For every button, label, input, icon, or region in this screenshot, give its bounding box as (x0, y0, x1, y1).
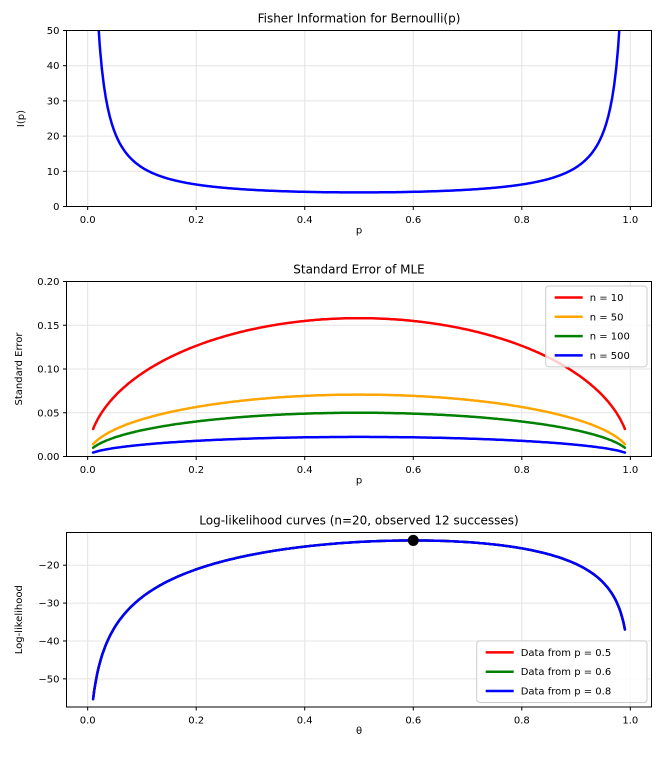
legend-label: Data from p = 0.8 (521, 687, 612, 698)
x-tick-label: 0.2 (188, 465, 204, 476)
plot-area-log-likelihood: 0.0 0.2 0.4 0.6 0.8 1.0 −50 −40 −30 −20 Data from … (38, 532, 652, 727)
x-tick-label: 0.6 (405, 465, 421, 476)
mle-marker (407, 534, 419, 546)
y-axis-label: I(p) (16, 110, 27, 127)
y-tick-label: 0.05 (37, 408, 59, 419)
x-tick-label: 0.0 (80, 215, 96, 226)
plot-area-fisher-information: 0.0 0.2 0.4 0.6 0.8 1.0 0 10 20 30 40 50 (47, 26, 652, 226)
legend-label: n = 100 (590, 332, 630, 343)
y-axis-label: Log-likelihood (14, 585, 25, 654)
legend-label: n = 10 (590, 293, 624, 304)
y-tick-label: 50 (47, 26, 60, 37)
y-tick-label: 0 (53, 202, 59, 213)
y-tick-label: −30 (38, 599, 59, 610)
series-line (91, 411, 627, 450)
x-tick-label: 0.6 (405, 215, 421, 226)
x-tick-label: 1.0 (622, 716, 638, 727)
x-tick-label: 0.8 (514, 716, 530, 727)
x-tick-label: 0.4 (297, 716, 313, 727)
series-line (91, 316, 627, 431)
x-tick-label: 0.6 (405, 716, 421, 727)
legend-box (545, 285, 648, 368)
legend-label: Data from p = 0.6 (521, 667, 612, 678)
x-tick-label: 0.4 (297, 215, 313, 226)
x-axis-label: θ (356, 726, 362, 737)
y-tick-label: 0.00 (37, 452, 59, 463)
x-tick-label: 1.0 (622, 465, 638, 476)
chart-title: Log-likelihood curves (n=20, observed 12… (199, 514, 518, 528)
y-tick-label: −20 (38, 561, 59, 572)
series-line (97, 30, 621, 194)
x-tick-label: 0.8 (514, 465, 530, 476)
legend-label: n = 500 (590, 351, 630, 362)
axes-spines (66, 30, 652, 207)
chart-title: Fisher Information for Bernoulli(p) (258, 12, 461, 26)
legend-label: Data from p = 0.5 (521, 648, 612, 659)
legend-box (476, 640, 648, 704)
x-tick-label: 0.8 (514, 215, 530, 226)
series-line (91, 435, 627, 454)
subplot-log-likelihood: 0.0 0.2 0.4 0.6 0.8 1.0 −50 −40 −30 −20 Data from … (14, 514, 652, 737)
y-axis-label: Standard Error (14, 332, 25, 406)
y-tick-label: 0.15 (37, 321, 59, 332)
y-tick-label: 40 (47, 61, 60, 72)
x-tick-label: 0.2 (188, 716, 204, 727)
y-tick-label: 20 (47, 132, 60, 143)
legend-label: n = 50 (590, 312, 624, 323)
y-tick-label: 30 (47, 96, 60, 107)
x-tick-label: 1.0 (622, 215, 638, 226)
y-tick-label: 0.10 (37, 365, 59, 376)
x-axis-label: p (356, 476, 362, 487)
x-tick-label: 0.0 (80, 465, 96, 476)
x-tick-label: 0.4 (297, 465, 313, 476)
y-tick-label: 0.20 (37, 277, 59, 288)
series-line (91, 539, 627, 701)
subplot-fisher-information: 0.0 0.2 0.4 0.6 0.8 1.0 0 10 20 30 40 50 Fisher Inf… (16, 12, 652, 237)
subplot-standard-error: 0.0 0.2 0.4 0.6 0.8 1.0 0.00 0.05 0.10 0.15 0.20 n … (14, 263, 652, 487)
x-tick-label: 0.2 (188, 215, 204, 226)
chart-title: Standard Error of MLE (293, 263, 424, 277)
x-tick-label: 0.0 (80, 716, 96, 727)
x-axis-label: p (356, 226, 362, 237)
series-line (91, 393, 627, 446)
axes-spines (66, 532, 652, 708)
y-tick-label: −40 (38, 636, 59, 647)
axes-spines (66, 281, 652, 457)
plot-area-standard-error: 0.0 0.2 0.4 0.6 0.8 1.0 0.00 0.05 0.10 0.15 0.20 n … (37, 277, 652, 476)
y-tick-label: 10 (47, 167, 60, 178)
y-tick-label: −50 (38, 674, 59, 685)
